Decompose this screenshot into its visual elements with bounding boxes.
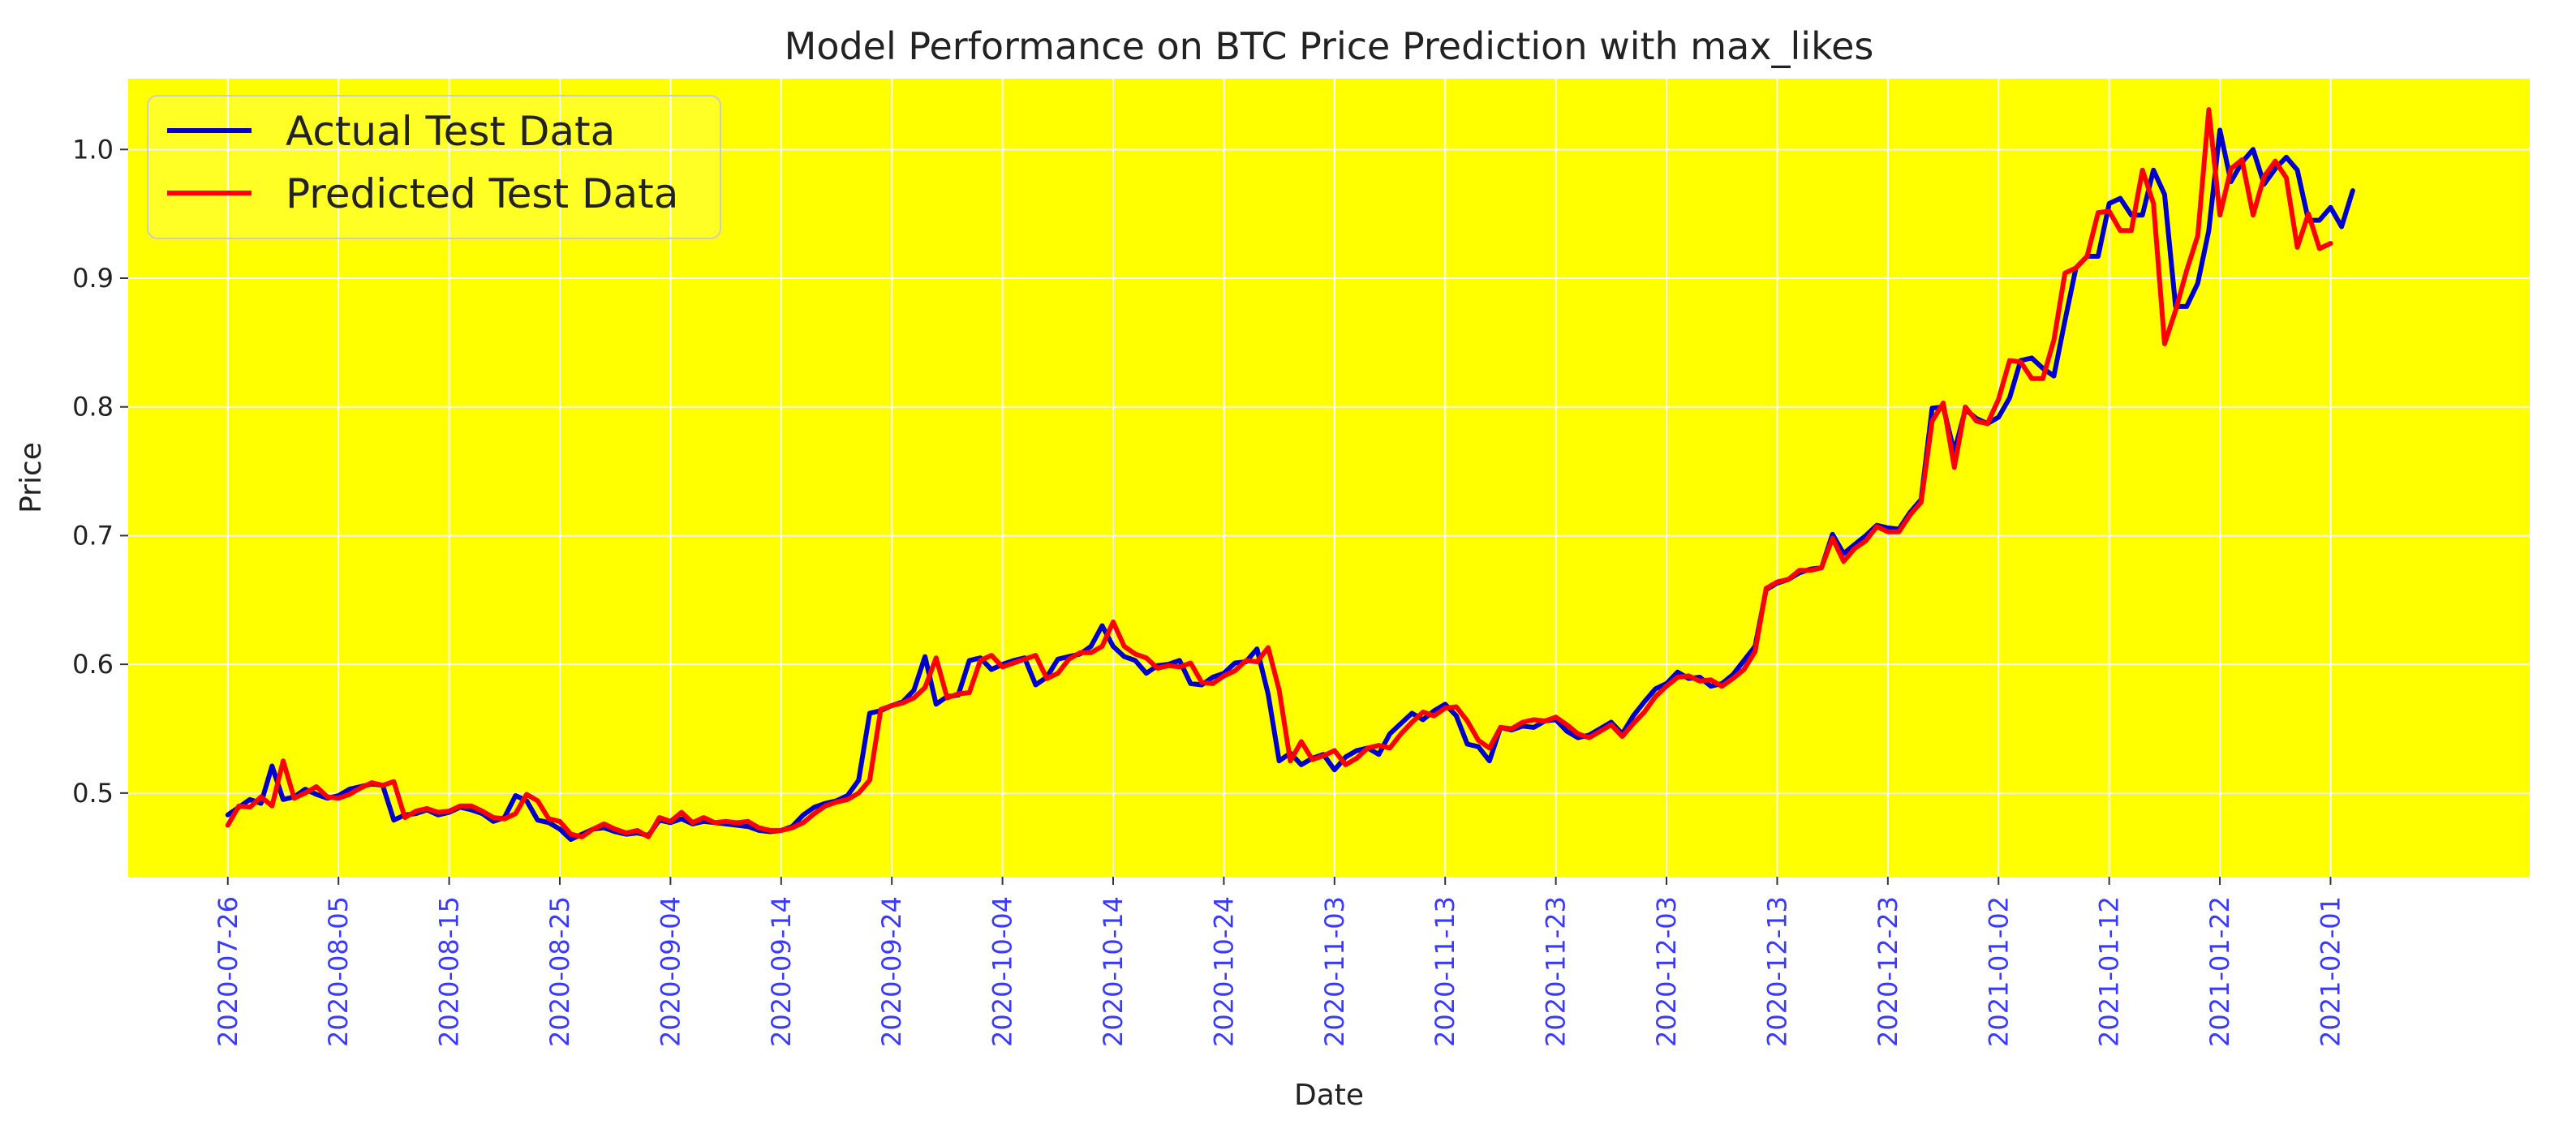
legend: Actual Test Data Predicted Test Data bbox=[147, 95, 721, 239]
x-tick-label: 2021-02-01 bbox=[2315, 896, 2346, 1047]
x-tick-label: 2020-07-26 bbox=[213, 896, 243, 1047]
x-tick-label: 2021-01-02 bbox=[1983, 896, 2014, 1047]
x-tick-label: 2020-08-15 bbox=[434, 896, 465, 1047]
y-tick-label: 0.5 bbox=[72, 778, 114, 809]
x-tick-label: 2020-09-14 bbox=[766, 896, 797, 1047]
y-tick-label: 0.6 bbox=[72, 649, 114, 680]
series-line-predicted bbox=[225, 107, 2333, 839]
y-tick-label: 1.0 bbox=[72, 134, 114, 165]
grid bbox=[128, 79, 2530, 877]
chart-title: Model Performance on BTC Price Predictio… bbox=[785, 24, 1874, 68]
y-tick-label: 0.8 bbox=[72, 392, 114, 423]
legend-label-actual: Actual Test Data bbox=[286, 108, 615, 155]
x-tick-label: 2020-10-24 bbox=[1208, 896, 1239, 1047]
x-tick-label: 2020-11-23 bbox=[1541, 896, 1572, 1047]
y-tick-label: 0.9 bbox=[72, 263, 114, 294]
x-axis-ticks: 2020-07-26 2020-08-05 2020-08-15 2020-08-25… bbox=[213, 877, 2346, 1047]
x-tick-label: 2020-12-03 bbox=[1651, 896, 1682, 1047]
x-tick-label: 2020-12-13 bbox=[1761, 896, 1792, 1047]
x-tick-label: 2020-09-04 bbox=[655, 896, 686, 1047]
y-axis-ticks: 0.5 0.6 0.7 0.8 0.9 1.0 bbox=[72, 134, 128, 809]
x-tick-label: 2021-01-12 bbox=[2094, 896, 2125, 1047]
x-axis-label: Date bbox=[1294, 1079, 1364, 1112]
x-tick-label: 2020-11-03 bbox=[1319, 896, 1350, 1047]
series bbox=[225, 107, 2355, 842]
x-tick-label: 2020-08-25 bbox=[544, 896, 575, 1047]
y-axis-label: Price bbox=[15, 442, 48, 513]
x-tick-label: 2020-12-23 bbox=[1873, 896, 1903, 1047]
x-tick-label: 2020-08-05 bbox=[323, 896, 354, 1047]
x-tick-label: 2020-09-24 bbox=[876, 896, 907, 1047]
x-tick-label: 2021-01-22 bbox=[2204, 896, 2235, 1047]
legend-box bbox=[147, 95, 721, 239]
x-tick-label: 2020-11-13 bbox=[1430, 896, 1460, 1047]
legend-label-predicted: Predicted Test Data bbox=[286, 170, 678, 217]
x-tick-label: 2020-10-14 bbox=[1098, 896, 1129, 1047]
y-tick-label: 0.7 bbox=[72, 520, 114, 551]
x-tick-label: 2020-10-04 bbox=[987, 896, 1018, 1047]
